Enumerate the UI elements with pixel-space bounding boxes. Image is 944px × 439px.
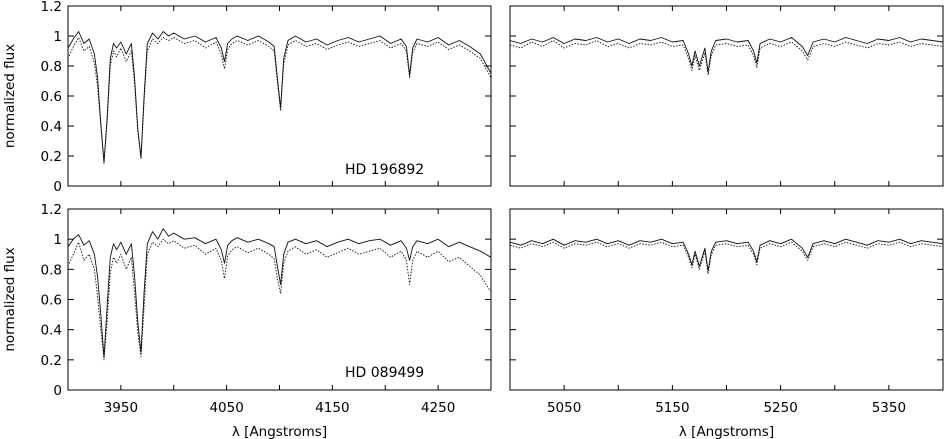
plot-frame	[509, 5, 944, 187]
spectrum-solid-line	[510, 37, 943, 73]
y-tick-label-0-2: 0.2	[41, 149, 62, 165]
plot-frame	[67, 208, 492, 391]
panel-bottom-left: 0 0.2 0.4 0.6 0.8 1 1.2 3950 4050 4150 4250 normali…	[2, 202, 492, 439]
panel-top-left: 0 0.2 0.4 0.6 0.8 1 1.2 normalized flux HD 19689…	[2, 0, 492, 195]
x-tick-label-4150: 4150	[315, 400, 349, 416]
x-axis-title: λ [Angstroms]	[679, 424, 774, 439]
star-name-label: HD 196892	[345, 162, 424, 178]
y-tick-label-0-8: 0.8	[41, 59, 62, 75]
x-tick-label-5150: 5150	[655, 400, 689, 416]
x-tick-label-5250: 5250	[763, 400, 797, 416]
y-tick-label-0-8: 0.8	[41, 262, 62, 278]
x-tick-label-5350: 5350	[872, 400, 906, 416]
panel-top-right	[509, 5, 944, 187]
spectrum-dotted-line	[510, 40, 943, 76]
y-tick-label-0: 0	[53, 179, 62, 195]
x-tick-label-4050: 4050	[209, 400, 243, 416]
y-tick-label-1: 1	[53, 232, 62, 248]
y-tick-label-0: 0	[53, 383, 62, 399]
y-tick-label-0-6: 0.6	[41, 89, 62, 105]
plot-frame	[509, 208, 944, 391]
spectrum-solid-line	[68, 228, 491, 358]
y-tick-label-0-4: 0.4	[41, 119, 62, 135]
y-tick-label-0-6: 0.6	[41, 293, 62, 309]
star-name-label: HD 089499	[345, 365, 424, 381]
spectrum-dotted-line	[510, 241, 943, 275]
y-tick-label-1: 1	[53, 29, 62, 45]
y-tick-label-0-4: 0.4	[41, 323, 62, 339]
x-axis-title: λ [Angstroms]	[232, 424, 327, 439]
y-axis-title: normalized flux	[2, 247, 18, 351]
y-tick-label-1-2: 1.2	[41, 202, 62, 218]
x-tick-label-4250: 4250	[421, 400, 455, 416]
x-tick-label-5050: 5050	[547, 400, 581, 416]
x-tick-label-3950: 3950	[104, 400, 138, 416]
y-tick-label-0-2: 0.2	[41, 353, 62, 369]
spectrum-dotted-line	[68, 238, 491, 361]
spectrum-solid-line	[510, 238, 943, 272]
spectrum-solid-line	[68, 31, 491, 163]
panel-bottom-right: 5050 5150 5250 5350 λ [Angstroms]	[509, 208, 944, 439]
y-axis-title: normalized flux	[2, 44, 18, 148]
spectrum-dotted-line	[68, 37, 491, 164]
y-tick-label-1-2: 1.2	[41, 0, 62, 15]
